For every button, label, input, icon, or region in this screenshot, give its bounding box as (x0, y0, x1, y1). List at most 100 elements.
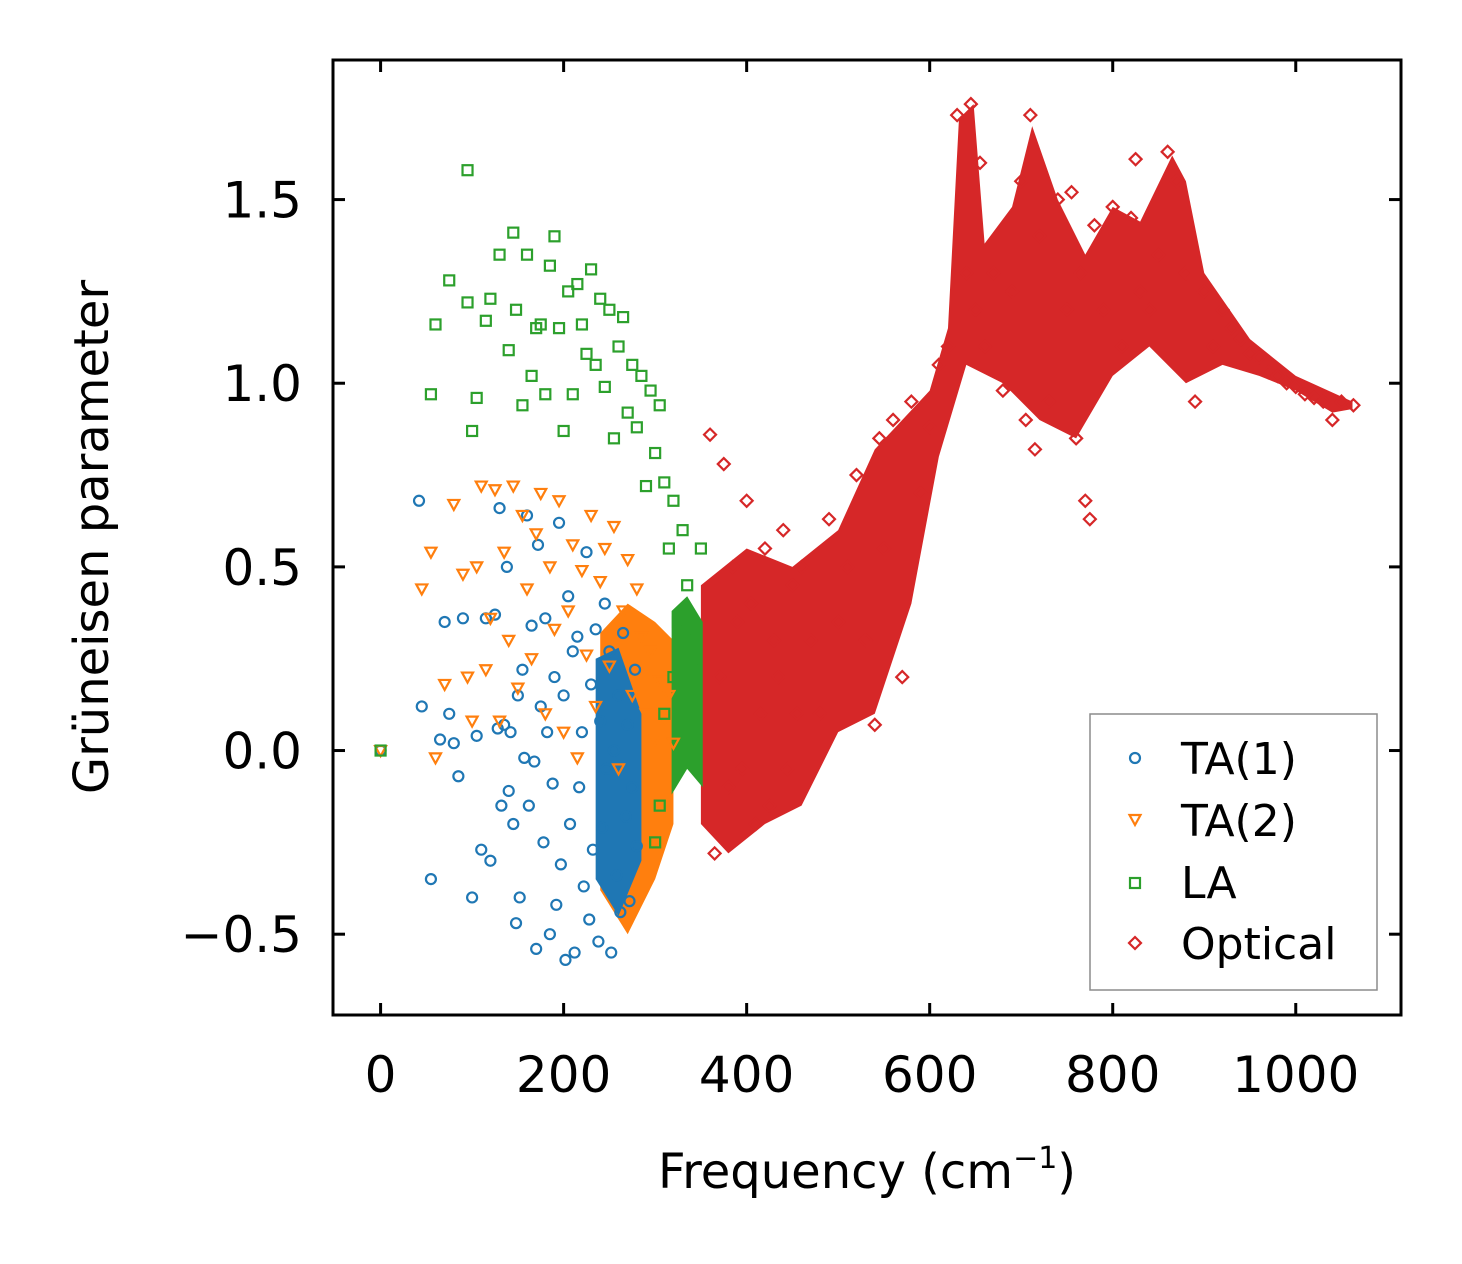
la-point (676, 524, 689, 537)
ta1-point (630, 839, 643, 853)
optical-point (940, 338, 956, 355)
la-point (539, 388, 552, 401)
ta1-point (600, 762, 613, 776)
la-point (552, 322, 566, 335)
la-point (557, 424, 570, 438)
optical-point (848, 467, 865, 483)
optical-point (1132, 283, 1148, 299)
ta1-point (568, 946, 581, 959)
la-point (635, 369, 648, 382)
optical-point (716, 456, 732, 472)
y-tick-label: 0.5 (222, 539, 302, 597)
ta2-point (528, 528, 544, 542)
la-point (621, 406, 634, 419)
ta1-point (554, 858, 567, 871)
optical-point (839, 559, 855, 575)
tick-labels: 0 200 400 600 800 1000 −0.5 0.0 0.5 1.0 1.5 (181, 172, 1360, 1104)
optical-point (1324, 412, 1340, 428)
ta2-point (437, 678, 453, 693)
optical-point (867, 717, 883, 733)
la-point (525, 369, 538, 382)
optical-point (707, 845, 723, 861)
optical-point (912, 485, 929, 501)
ta2-point (455, 568, 471, 583)
ta1-point (528, 755, 541, 768)
optical-point (702, 427, 718, 443)
ta2-point (446, 498, 462, 513)
ta1-point (531, 538, 545, 551)
ta1-point (456, 612, 470, 625)
ta2-point (492, 715, 507, 729)
ta2-point (487, 484, 503, 498)
ta1-point (594, 715, 607, 728)
optical-point (761, 798, 778, 814)
la-point (470, 391, 483, 405)
ta2-point (661, 689, 677, 704)
la-point (626, 358, 639, 371)
ta1-point (495, 799, 508, 812)
optical-point (1333, 394, 1350, 410)
optical-point (958, 265, 974, 281)
la-point (566, 388, 579, 401)
ta1-point (623, 895, 636, 908)
ta2-point (620, 553, 636, 568)
la-point (461, 164, 474, 177)
ta1-point (539, 612, 552, 625)
la-point (658, 476, 671, 489)
la-point (543, 259, 556, 272)
optical-point (1251, 349, 1267, 366)
optical-point (967, 302, 984, 318)
ta2-point (519, 583, 535, 597)
la-point (589, 358, 602, 371)
ta2-point (510, 682, 526, 696)
optical-point (871, 430, 887, 446)
legend-marker-optical (1127, 935, 1143, 951)
legend-marker-la (1128, 876, 1142, 890)
legend-label-optical: Optical (1181, 919, 1336, 970)
optical-point (1178, 265, 1194, 281)
ta1-point (522, 799, 535, 812)
ta2-point (647, 733, 663, 748)
x-axis-label: Frequency (cm−1) (658, 1141, 1076, 1200)
ta1-point (552, 516, 566, 529)
ta1-point (546, 777, 559, 790)
density-layer (595, 104, 1353, 935)
la-point (639, 479, 653, 493)
optical-point (729, 614, 746, 630)
legend-label-ta1: TA(1) (1180, 734, 1297, 785)
ta2-point (606, 520, 622, 535)
la-point (681, 579, 694, 592)
ta2-point (501, 634, 517, 649)
la-point (653, 799, 666, 812)
ta2-point (551, 495, 567, 509)
optical-point (757, 540, 773, 557)
ta2-point (515, 509, 530, 524)
optical-point (1242, 346, 1258, 362)
la-point (662, 542, 675, 555)
optical-point (1128, 151, 1144, 167)
la-point (502, 344, 515, 357)
x-tick-label: 200 (516, 1046, 611, 1104)
ta1-point (530, 942, 543, 955)
legend-marker-ta2 (1127, 813, 1143, 828)
la-point (479, 314, 492, 327)
optical-point (1027, 441, 1043, 457)
optical-point (784, 577, 800, 593)
ta1-point (433, 733, 447, 746)
ta2-point (629, 583, 645, 597)
ta2-point (638, 708, 654, 722)
optical-point (1279, 375, 1295, 391)
legend: TA(1) TA(2) LA Optical (1089, 713, 1378, 991)
ta2-point (560, 605, 576, 619)
optical-point (775, 522, 791, 538)
optical-point (1068, 430, 1084, 446)
ta1-point (509, 917, 523, 930)
la-point (562, 285, 575, 298)
optical-point (1073, 265, 1089, 281)
optical-point (894, 669, 910, 685)
la-point (607, 432, 621, 445)
ta1-point (563, 817, 577, 831)
optical-point (876, 540, 892, 557)
ta1-point (607, 744, 621, 757)
ta2-point (583, 509, 599, 524)
